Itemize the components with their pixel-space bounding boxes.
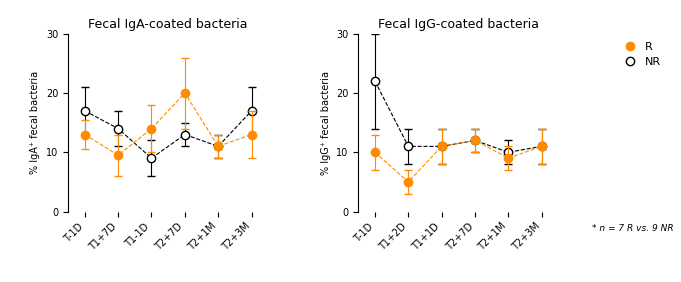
Y-axis label: % IgA⁺ fecal bacteria: % IgA⁺ fecal bacteria (31, 71, 40, 174)
Legend: R, NR: R, NR (617, 39, 663, 69)
Text: * n = 7 R vs. 9 NR: * n = 7 R vs. 9 NR (592, 224, 674, 233)
Title: Fecal IgA-coated bacteria: Fecal IgA-coated bacteria (89, 18, 248, 31)
Title: Fecal IgG-coated bacteria: Fecal IgG-coated bacteria (378, 18, 539, 31)
Y-axis label: % IgG⁺ fecal bacteria: % IgG⁺ fecal bacteria (321, 71, 331, 175)
